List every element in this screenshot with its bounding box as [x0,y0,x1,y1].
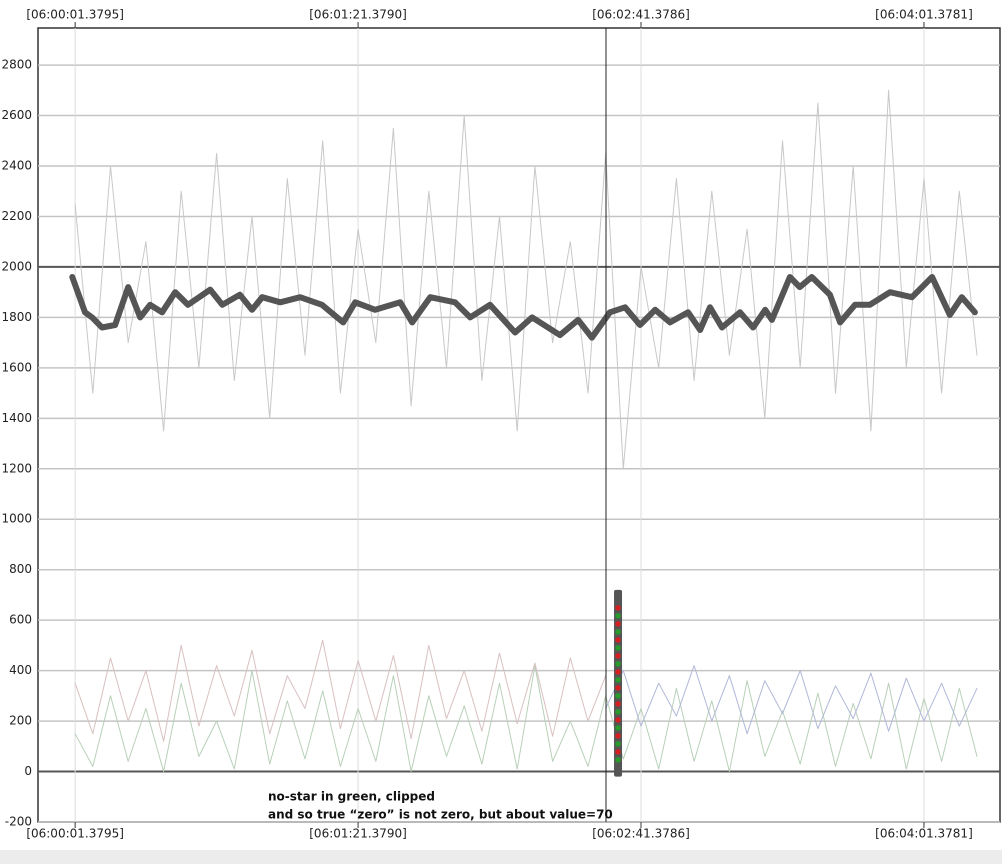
y-tick-label: 2600 [1,108,32,122]
status-strip [0,850,1002,864]
marker-dot [615,661,621,667]
plot-area [37,27,1001,823]
y-tick-label: 1800 [1,310,32,324]
y-tick-label: 200 [9,714,32,728]
marker-dot [615,701,621,707]
y-tick-label: 400 [9,663,32,677]
y-tick-label: 2800 [1,58,32,72]
series-line [74,639,607,742]
marker-dot [615,757,621,763]
y-tick-label: 2200 [1,209,32,223]
marker-dot [615,669,621,675]
marker-dot [615,605,621,611]
marker-dot [615,693,621,699]
marker-dot [615,645,621,651]
series-line [74,665,978,772]
x-tick-label-top: [06:01:21.3790] [309,8,407,22]
marker-dot [615,717,621,723]
marker-dot [615,653,621,659]
y-tick-label: 0 [24,764,32,778]
x-tick-label-top: [06:02:41.3786] [592,8,690,22]
y-tick-label: 1200 [1,461,32,475]
marker-dot [615,677,621,683]
annotation: and so true “zero” is not zero, but abou… [268,808,613,822]
annotation: no-star in green, clipped [268,790,435,804]
marker-dot [615,621,621,627]
marker-dot [615,685,621,691]
series-line [74,89,978,470]
x-tick-label-bottom: [06:00:01.3795] [26,827,124,841]
marker-dot [615,629,621,635]
y-tick-label: 1000 [1,512,32,526]
marker-dot [615,637,621,643]
marker-dot [615,741,621,747]
x-tick-label-bottom: [06:01:21.3790] [309,827,407,841]
marker-dot [615,725,621,731]
y-tick-label: 1400 [1,411,32,425]
y-tick-label: 2400 [1,159,32,173]
marker-dot [615,733,621,739]
y-tick-label: 800 [9,562,32,576]
x-tick-label-bottom: [06:04:01.3781] [875,827,973,841]
y-tick-label: 600 [9,613,32,627]
marker-dot [615,749,621,755]
y-tick-label: 2000 [1,259,32,273]
marker-dot [615,709,621,715]
y-tick-label: 1600 [1,360,32,374]
y-tick-label: -200 [5,815,32,829]
marker-dot [615,613,621,619]
x-tick-label-top: [06:00:01.3795] [26,8,124,22]
x-tick-label-top: [06:04:01.3781] [875,8,973,22]
series-line [605,665,978,735]
x-tick-label-bottom: [06:02:41.3786] [592,827,690,841]
marker-bar [614,589,623,777]
series-line [69,274,978,341]
